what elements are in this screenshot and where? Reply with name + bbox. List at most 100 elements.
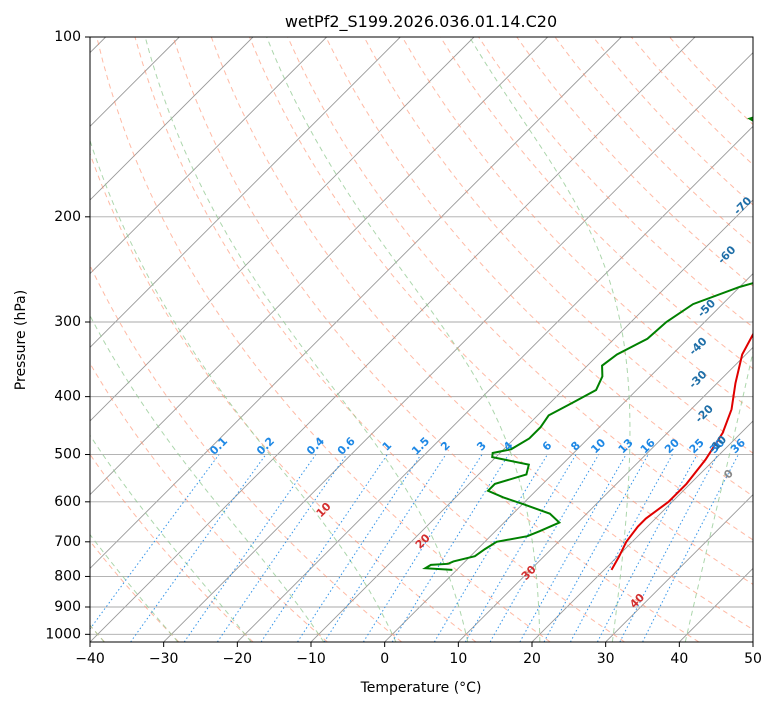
moist-adiabat-label: -50 — [695, 296, 718, 319]
mixing-ratio-line — [619, 454, 719, 642]
isotherm-line — [163, 52, 753, 642]
moist-adiabat-label: -60 — [715, 243, 738, 266]
mixing-ratio-label: 3 — [474, 439, 489, 454]
moist-adiabat-label: -70 — [731, 194, 754, 217]
y-tick-label: 100 — [54, 29, 81, 45]
dry-adiabat-line — [478, 37, 753, 328]
x-tick-label: −20 — [223, 651, 253, 667]
x-tick-label: 50 — [744, 651, 762, 667]
mixing-ratio-line — [183, 454, 317, 642]
x-tick-label: 20 — [523, 651, 541, 667]
dry-adiabat-line — [401, 37, 753, 412]
dry-adiabat-line — [554, 37, 753, 246]
isotherm-line — [90, 37, 475, 422]
dry-adiabat-label: 30 — [519, 563, 539, 583]
dry-adiabat-line — [516, 37, 753, 287]
y-tick-label: 800 — [54, 568, 81, 584]
moist-adiabat-label: -90 — [771, 99, 775, 122]
mixing-ratio-label: 2 — [438, 439, 453, 454]
mixing-ratio-line — [90, 454, 220, 630]
mixing-ratio-label: 8 — [568, 439, 583, 454]
dry-adiabat-line — [90, 362, 328, 642]
moist-adiabat-label: -30 — [686, 368, 709, 391]
mixing-ratio-line — [569, 454, 673, 642]
isotherm-line — [90, 37, 327, 275]
isotherm-line — [679, 567, 753, 642]
dry-adiabat-line — [90, 264, 403, 642]
chart-title: wetPf2_S199.2026.036.01.14.C20 — [285, 12, 557, 32]
dry-adiabat-line — [592, 37, 753, 206]
moist-adiabat-label: -100 — [762, 58, 775, 87]
dry-adiabat-line — [90, 152, 477, 642]
mixing-ratio-label: 20 — [662, 436, 682, 456]
x-axis-label: Temperature (°C) — [360, 680, 482, 696]
moist-adiabat-line — [90, 533, 179, 642]
isotherm-line — [310, 199, 753, 642]
mixing-ratio-line — [216, 454, 348, 642]
x-tick-label: 0 — [380, 651, 389, 667]
x-tick-label: −30 — [149, 651, 179, 667]
mixing-ratio-line — [464, 454, 577, 642]
y-tick-label: 400 — [54, 389, 81, 405]
moist-adiabat-line — [144, 37, 469, 642]
y-tick-label: 700 — [54, 534, 81, 550]
axes: −40 −30 −20 −10 0 10 20 30 40 5010020030040050060… — [45, 29, 762, 667]
profile-lines — [422, 116, 753, 571]
mixing-ratio-line — [260, 454, 388, 642]
moist-adiabat-line — [90, 138, 397, 642]
isotherm-line — [90, 37, 254, 201]
isotherm-line — [752, 641, 753, 642]
isotherm-line — [90, 37, 401, 348]
dry-adiabat-line — [287, 37, 753, 541]
moist-adiabat-label: -20 — [693, 402, 716, 425]
mixing-ratio-line — [323, 454, 447, 642]
x-tick-label: −10 — [296, 651, 326, 667]
mixing-ratio-label: 16 — [638, 436, 658, 456]
isotherm-line — [90, 37, 548, 496]
moist-adiabat-line — [469, 37, 631, 642]
mixing-ratio-line — [596, 454, 698, 642]
dry-adiabat-line — [669, 37, 753, 126]
dry-adiabat-line — [210, 37, 753, 631]
mixing-ratio-line — [489, 454, 600, 642]
line-labels: 0.1 0.2 0.4 0.6 1 1.5 2 3 4 6 8 10 13 16 20 25 30 36-100-… — [207, 58, 775, 611]
mixing-ratio-line — [130, 454, 267, 642]
x-tick-label: 40 — [670, 651, 688, 667]
dry-adiabat-line — [96, 37, 551, 642]
dry-adiabat-line — [134, 37, 625, 642]
y-tick-label: 300 — [54, 314, 81, 330]
moist-adiabat-label: 0 — [721, 467, 736, 482]
y-axis-label: Pressure (hPa) — [13, 290, 29, 390]
temperature-profile-line — [610, 332, 753, 571]
moist-adiabat-line — [266, 37, 541, 642]
dry-adiabat-line — [439, 37, 753, 370]
dry-adiabat-line — [363, 37, 753, 454]
mixing-ratio-line — [519, 454, 627, 642]
dry-adiabat-line — [249, 37, 753, 585]
mixing-ratio-line — [543, 454, 649, 642]
isotherm-line — [90, 37, 696, 642]
moist-adiabat-line — [90, 314, 325, 642]
dry-adiabat-line — [90, 540, 180, 642]
mixing-ratio-label: 25 — [687, 436, 707, 456]
x-tick-label: 30 — [597, 651, 615, 667]
plot-frame — [89, 36, 754, 643]
isotherm-line — [605, 494, 753, 642]
isotherm-line — [237, 125, 753, 642]
isotherm-line — [531, 420, 753, 642]
background-grid — [90, 37, 753, 642]
dry-adiabat-line — [325, 37, 753, 497]
x-tick-label: −40 — [75, 651, 105, 667]
y-tick-label: 900 — [54, 599, 81, 615]
mixing-ratio-label: 36 — [728, 436, 748, 456]
dry-adiabat-label: 40 — [627, 591, 647, 611]
mixing-ratio-label: 10 — [588, 436, 608, 456]
moist-adiabat-label: -40 — [686, 334, 709, 357]
moist-adiabat-line — [90, 434, 252, 642]
dewpoint-profile-line — [422, 116, 753, 571]
dry-adiabat-label: 20 — [413, 531, 433, 551]
mixing-ratio-line — [297, 454, 422, 642]
mixing-ratio-line — [433, 454, 548, 642]
mixing-ratio-label: 1 — [380, 439, 395, 454]
